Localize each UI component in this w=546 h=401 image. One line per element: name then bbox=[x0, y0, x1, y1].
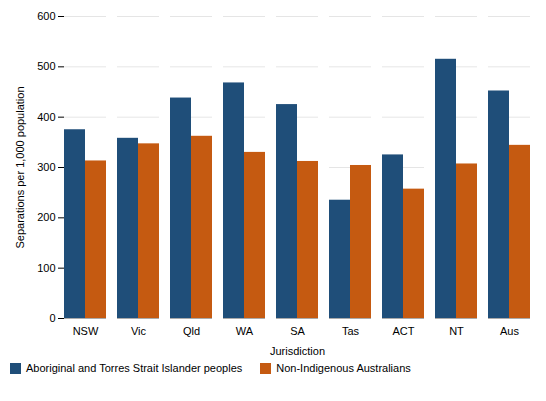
svg-text:Aus: Aus bbox=[500, 325, 519, 337]
svg-text:100: 100 bbox=[37, 262, 55, 274]
svg-text:600: 600 bbox=[37, 10, 55, 22]
svg-text:SA: SA bbox=[290, 325, 305, 337]
svg-text:400: 400 bbox=[37, 111, 55, 123]
svg-text:300: 300 bbox=[37, 161, 55, 173]
svg-text:Vic: Vic bbox=[131, 325, 147, 337]
svg-text:NSW: NSW bbox=[73, 325, 99, 337]
svg-text:Tas: Tas bbox=[342, 325, 360, 337]
svg-text:Jurisdiction: Jurisdiction bbox=[270, 345, 325, 357]
svg-text:200: 200 bbox=[37, 211, 55, 223]
svg-text:ACT: ACT bbox=[393, 325, 415, 337]
html-text:Non-Indigenous Australians: Non-Indigenous Australians bbox=[276, 362, 411, 374]
svg-text:500: 500 bbox=[37, 60, 55, 72]
svg-text:NT: NT bbox=[449, 325, 464, 337]
svg-text:0: 0 bbox=[49, 312, 55, 324]
svg-text:Separations per 1,000 populati: Separations per 1,000 population bbox=[14, 86, 26, 248]
svg-text:WA: WA bbox=[236, 325, 254, 337]
svg-text:Qld: Qld bbox=[183, 325, 200, 337]
html-text:Aboriginal and Torres Strait I: Aboriginal and Torres Strait Islander pe… bbox=[26, 362, 243, 374]
